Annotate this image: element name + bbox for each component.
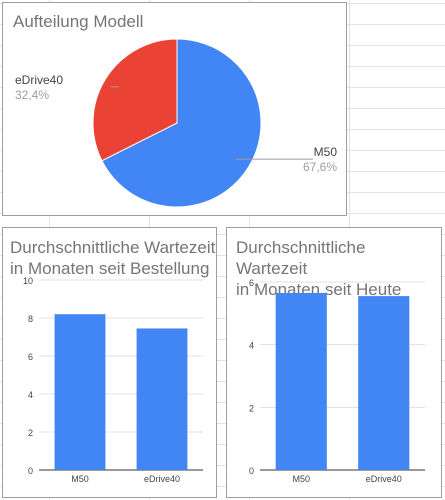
y-tick-label: 0	[249, 466, 254, 476]
y-tick-label: 6	[249, 278, 254, 288]
y-tick-label: 4	[249, 341, 254, 351]
bar-edrive40[interactable]	[136, 328, 188, 470]
bar-chart-svg-heute: 0 2 4 6 M50 eDrive40	[249, 278, 425, 484]
pie-label-m50: M50	[314, 145, 338, 159]
x-tick-label-edrive40: eDrive40	[366, 474, 402, 484]
y-tick-label: 2	[28, 428, 33, 438]
pie-percent-edrive40: 32,4%	[15, 88, 49, 102]
x-tick-label-m50: M50	[71, 474, 89, 484]
pie-percent-m50: 67,6%	[303, 160, 337, 174]
pie-slice-m50[interactable]	[101, 38, 262, 208]
bar-chart-card-bestellung[interactable]: Durchschnittliche Wartezeit in Monaten s…	[2, 227, 217, 498]
y-tick-label: 2	[249, 403, 254, 413]
pie-slice-edrive40[interactable]	[92, 38, 178, 162]
bar-chart-title-heute: Durchschnittliche Wartezeit in Monaten s…	[236, 238, 402, 299]
x-tick-label-edrive40: eDrive40	[144, 474, 180, 484]
y-tick-label: 10	[23, 276, 33, 286]
bar-chart-title-bestellung: Durchschnittliche Wartezeit in Monaten s…	[10, 238, 216, 278]
pie-chart-card[interactable]: Aufteilung Modell M50 67,6% eDrive40 32,4%	[2, 2, 347, 216]
y-tick-label: 0	[28, 466, 33, 476]
bar-m50[interactable]	[275, 292, 327, 470]
x-tick-label-m50: M50	[292, 474, 310, 484]
bar-chart-svg-bestellung: 0 2 4 6 8 10 M50 eDrive40	[23, 276, 203, 484]
pie-chart-title: Aufteilung Modell	[13, 12, 144, 31]
bar-m50[interactable]	[54, 314, 106, 470]
y-tick-label: 8	[28, 314, 33, 324]
bar-chart-card-heute[interactable]: Durchschnittliche Wartezeit in Monaten s…	[226, 227, 442, 498]
y-tick-label: 4	[28, 390, 33, 400]
y-tick-label: 6	[28, 352, 33, 362]
bar-edrive40[interactable]	[358, 296, 410, 470]
pie-label-edrive40: eDrive40	[15, 73, 63, 87]
